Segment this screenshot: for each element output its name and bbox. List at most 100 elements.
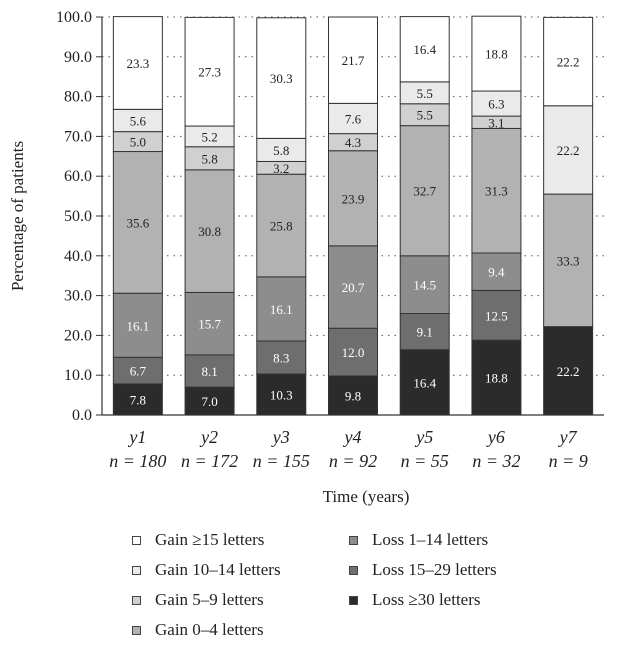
bar-segment <box>328 375 378 416</box>
legend-swatch <box>349 565 358 575</box>
x-tick-sample-size: n = 55 <box>401 451 449 471</box>
data-label: 8.1 <box>201 364 217 379</box>
legend-item: Gain 10–14 letters <box>132 560 281 580</box>
bar-segment <box>328 150 378 247</box>
legend-item: Loss 15–29 letters <box>349 560 497 580</box>
x-tick-label: y3 <box>271 427 290 447</box>
bar-segment <box>184 169 235 293</box>
bars: 7.8 6.7 16.1 35.6 5.0 5.6 23.3 7.0 8.1 15.7 30.8 5.… <box>112 15 594 416</box>
bar-segment <box>328 245 378 329</box>
bar-segment <box>328 16 378 104</box>
data-label: 9.1 <box>417 325 433 340</box>
legend-swatch <box>132 595 141 605</box>
data-label: 30.8 <box>198 224 221 239</box>
legend-swatch <box>132 535 141 545</box>
legend-item: Loss 1–14 letters <box>349 530 488 550</box>
data-label: 7.0 <box>201 394 217 409</box>
data-label: 9.4 <box>488 265 505 280</box>
bar-segment <box>112 16 163 110</box>
y-tick-label: 70.0 <box>64 128 92 145</box>
data-label: 32.7 <box>413 184 436 199</box>
data-label: 3.1 <box>488 115 504 130</box>
bar-segment <box>543 193 594 328</box>
data-label: 33.3 <box>557 253 580 268</box>
y-tick-label: 30.0 <box>64 288 92 305</box>
legend-label: Loss 15–29 letters <box>372 560 497 579</box>
legend-item: Gain ≥15 letters <box>132 530 264 550</box>
data-label: 5.8 <box>201 151 217 166</box>
x-tick-label: y5 <box>414 427 433 447</box>
bar-segment <box>471 15 522 92</box>
bar-segment <box>399 255 450 315</box>
bar-segment <box>543 16 594 107</box>
data-label: 6.3 <box>488 97 504 112</box>
y-tick-label: 20.0 <box>64 327 92 344</box>
y-tick-label: 40.0 <box>64 248 92 265</box>
data-label: 20.7 <box>342 280 365 295</box>
data-label: 12.0 <box>342 345 365 360</box>
data-label: 27.3 <box>198 65 221 80</box>
x-tick-sample-size: n = 155 <box>253 451 310 471</box>
legend-label: Gain 0–4 letters <box>155 620 264 639</box>
data-label: 12.5 <box>485 308 508 323</box>
data-label: 31.3 <box>485 184 508 199</box>
data-label: 5.0 <box>130 135 146 150</box>
data-label: 23.9 <box>342 191 365 206</box>
bar-segment <box>399 125 450 257</box>
data-label: 22.2 <box>557 364 580 379</box>
x-tick-label: y4 <box>343 427 362 447</box>
bar-segment <box>256 340 307 375</box>
bar-segment <box>256 276 307 342</box>
axes: 0.0 10.0 20.0 30.0 40.0 50.0 60.0 70.0 80.0 90.0 1… <box>56 9 604 471</box>
data-label: 9.8 <box>345 388 361 403</box>
bar-segment <box>328 102 378 135</box>
data-label: 5.6 <box>130 113 147 128</box>
x-tick-sample-size: n = 32 <box>472 451 520 471</box>
legend-label: Loss 1–14 letters <box>372 530 489 549</box>
bar-segment <box>543 326 594 416</box>
x-tick-label: y6 <box>486 427 505 447</box>
data-label: 5.2 <box>201 129 217 144</box>
x-tick-sample-size: n = 9 <box>549 451 588 471</box>
x-tick-sample-size: n = 172 <box>181 451 238 471</box>
y-tick-label: 90.0 <box>64 49 92 66</box>
x-tick-label: y1 <box>127 427 146 447</box>
legend-swatch <box>349 595 358 605</box>
data-label: 10.3 <box>270 388 293 403</box>
data-label: 16.1 <box>126 318 149 333</box>
data-label: 16.1 <box>270 302 293 317</box>
bar-segment <box>399 16 450 83</box>
bar-segment <box>256 17 307 139</box>
legend-label: Gain 10–14 letters <box>155 560 281 579</box>
data-label: 35.6 <box>126 215 149 230</box>
legend-swatch <box>349 535 358 545</box>
bar-segment <box>328 327 378 377</box>
bar-segment <box>256 373 307 416</box>
legend-item: Gain 0–4 letters <box>132 620 264 640</box>
legend-label: Gain 5–9 letters <box>155 590 264 609</box>
bar-segment <box>543 105 594 195</box>
bar-segment <box>112 356 163 385</box>
data-label: 5.5 <box>417 86 433 101</box>
bar-segment <box>184 291 235 356</box>
data-label: 30.3 <box>270 71 293 86</box>
bar-segment <box>399 349 450 416</box>
data-label: 16.4 <box>413 42 436 57</box>
data-label: 4.3 <box>345 135 361 150</box>
legend-label: Loss ≥30 letters <box>372 590 481 609</box>
bar-segment <box>184 354 235 388</box>
y-tick-label: 10.0 <box>64 367 92 384</box>
bar-segment <box>471 252 522 291</box>
data-label: 3.2 <box>273 161 289 176</box>
data-label: 16.4 <box>413 375 436 390</box>
bar-segment <box>184 16 235 127</box>
bar-segment <box>471 90 522 117</box>
x-tick-sample-size: n = 180 <box>109 451 166 471</box>
legend-item: Loss ≥30 letters <box>349 590 480 610</box>
bar-segment <box>399 313 450 351</box>
data-label: 22.2 <box>557 55 580 70</box>
data-label: 22.2 <box>557 143 580 158</box>
data-label: 7.8 <box>130 392 146 407</box>
data-label: 21.7 <box>342 53 365 68</box>
